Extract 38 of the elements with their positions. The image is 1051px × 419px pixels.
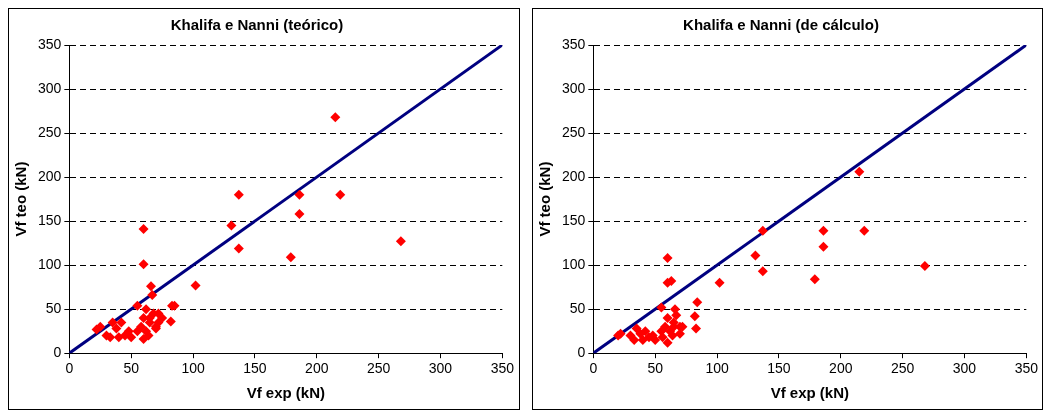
- y-axis-title: Vf teo (kN): [535, 161, 553, 237]
- y-tick-label: 0: [53, 344, 62, 361]
- x-tick-label: 300: [428, 360, 453, 377]
- x-tick-label: 50: [123, 360, 140, 377]
- x-tick-label: 300: [952, 360, 976, 377]
- y-tick-label: 250: [38, 123, 62, 140]
- y-tick-label: 350: [561, 35, 586, 52]
- x-tick-label: 200: [828, 360, 853, 377]
- y-tick-label: 50: [45, 300, 62, 317]
- x-tick-label: 250: [366, 360, 391, 377]
- y-tick-label: 300: [38, 79, 62, 96]
- x-tick-label: 200: [305, 360, 329, 377]
- y-tick-label: 300: [561, 79, 586, 96]
- chart-title: Khalifa e Nanni (teórico): [170, 16, 344, 34]
- y-tick-label: 150: [561, 211, 586, 228]
- y-tick-label: 100: [561, 256, 586, 272]
- x-tick-label: 100: [181, 360, 205, 377]
- y-tick-label: 200: [561, 167, 586, 184]
- y-tick-label: 350: [38, 35, 62, 52]
- x-tick-label: 0: [65, 360, 74, 377]
- x-tick-label: 100: [704, 360, 729, 377]
- y-tick-label: 250: [561, 123, 586, 140]
- x-tick-label: 350: [1014, 360, 1038, 377]
- y-axis-title: Vf teo (kN): [12, 161, 30, 237]
- y-tick-label: 100: [38, 256, 62, 272]
- x-axis-title: Vf exp (kN): [770, 384, 849, 402]
- x-tick-label: 50: [646, 360, 663, 377]
- y-tick-label: 200: [38, 167, 62, 184]
- y-tick-label: 0: [577, 344, 586, 361]
- x-tick-label: 0: [588, 360, 597, 377]
- x-tick-label: 350: [490, 360, 515, 377]
- y-tick-label: 150: [38, 211, 62, 228]
- x-tick-label: 150: [243, 360, 267, 377]
- x-tick-label: 250: [890, 360, 915, 377]
- x-axis-title: Vf exp (kN): [246, 384, 326, 402]
- chart-title: Khalifa e Nanni (de cálculo): [682, 16, 879, 34]
- x-tick-label: 150: [766, 360, 791, 377]
- y-tick-label: 50: [569, 300, 586, 317]
